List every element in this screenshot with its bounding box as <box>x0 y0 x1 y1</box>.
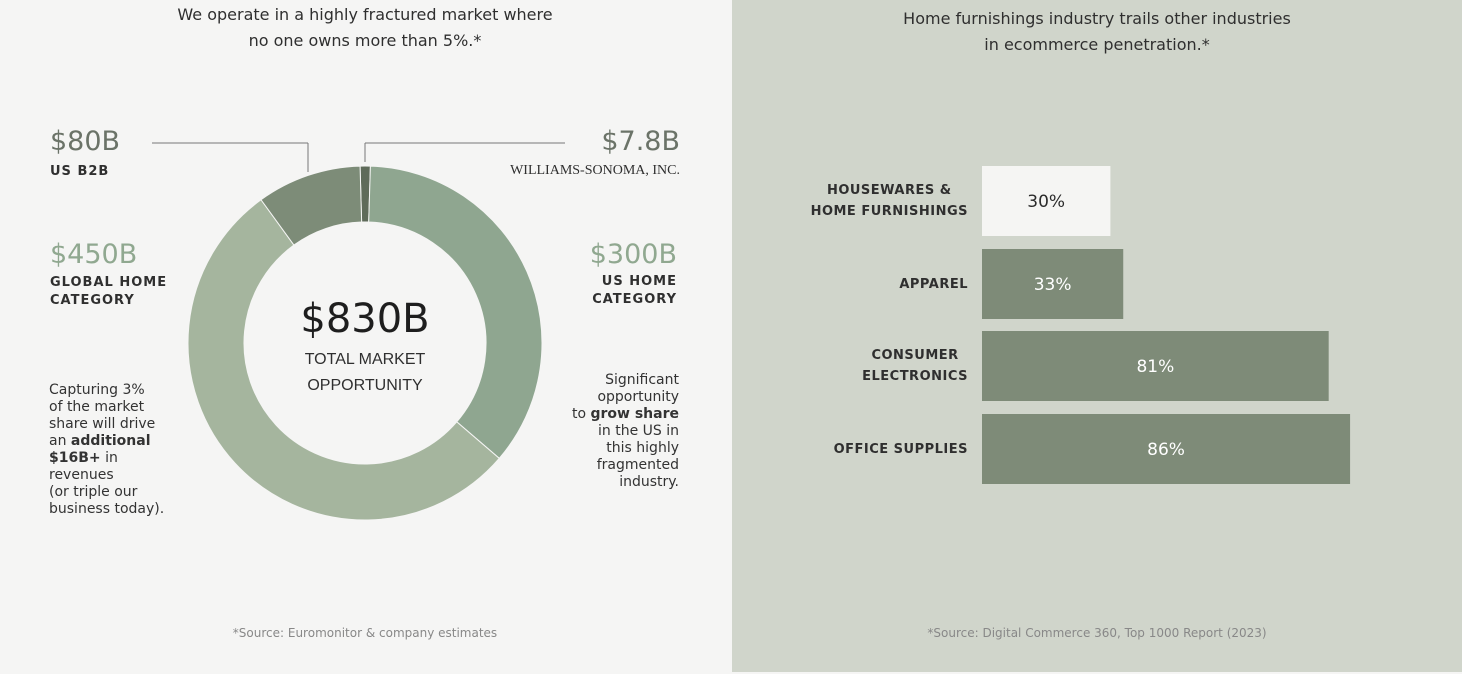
annotation: Capturing 3% of the market share will dr… <box>49 382 164 518</box>
donut-segment <box>260 165 363 246</box>
annotation-part: in revenues (or triple our business toda… <box>49 450 165 517</box>
bar <box>982 249 1124 319</box>
value-label: $80B <box>50 126 121 157</box>
bar-value-label: 86% <box>1147 440 1185 460</box>
category-label: GLOBAL HOME CATEGORY <box>50 275 168 308</box>
value-label: $450B <box>50 239 138 270</box>
category-label: HOUSEWARES & HOME FURNISHINGS <box>810 183 968 219</box>
bar <box>982 331 1329 401</box>
center-value: $830B <box>300 296 430 342</box>
category-label: APPAREL <box>899 276 968 292</box>
value-label: $300B <box>589 239 677 270</box>
bar-value-label: 81% <box>1136 357 1174 377</box>
chart-title: We operate in a highly fractured market … <box>177 5 553 50</box>
category-label: US B2B <box>50 164 110 179</box>
annotation-part: additional $16B+ <box>49 433 151 466</box>
bar <box>982 414 1351 484</box>
annotation-part: in the US in this highly fragmented indu… <box>596 423 679 490</box>
category-label: WILLIAMS-SONOMA, INC. <box>510 163 680 178</box>
annotation-part: Capturing 3% of the market share will dr… <box>49 382 156 449</box>
annotation-part: grow share <box>590 406 680 422</box>
annotation-part: Significant opportunity to <box>571 372 679 422</box>
annotation: Significant opportunity to grow share in… <box>572 372 679 491</box>
category-label: US HOME CATEGORY <box>592 274 677 307</box>
value-label: $7.8B <box>601 126 680 157</box>
donut-segment <box>187 199 500 521</box>
category-label: CONSUMER ELECTRONICS <box>862 348 968 384</box>
bar-value-label: 33% <box>1034 275 1072 295</box>
chart-title: Home furnishings industry trails other i… <box>903 9 1291 54</box>
center-text: TOTAL MARKET OPPORTUNITY <box>304 351 426 394</box>
bar-value-label: 30% <box>1027 192 1065 212</box>
category-label: OFFICE SUPPLIES <box>833 441 968 457</box>
source-note: *Source: Digital Commerce 360, Top 1000 … <box>927 626 1267 640</box>
source-note: *Source: Euromonitor & company estimates <box>232 626 498 640</box>
bar <box>982 166 1111 236</box>
donut-segment <box>368 165 543 460</box>
